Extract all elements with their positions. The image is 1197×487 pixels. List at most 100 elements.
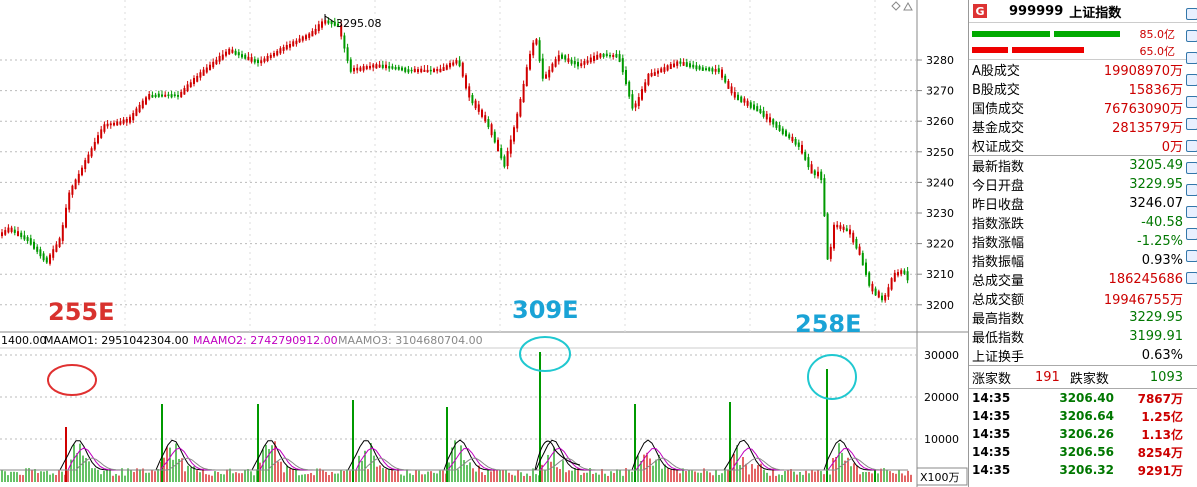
- candle-body: [791, 136, 794, 142]
- candle-body: [583, 61, 586, 65]
- candle-body: [186, 84, 189, 92]
- help-icon[interactable]: [1186, 184, 1197, 196]
- candle-body: [839, 225, 842, 229]
- candle-body: [541, 58, 544, 79]
- candle-body: [7, 227, 10, 233]
- candle-body: [807, 157, 810, 168]
- candle-body: [813, 170, 816, 176]
- tick-vol: 9291万: [1137, 463, 1183, 478]
- ma2-line: [0, 447, 908, 471]
- candle-body: [727, 81, 730, 89]
- candle-body: [417, 69, 419, 73]
- candle-body: [797, 142, 800, 147]
- tick-price: 3206.40: [1059, 391, 1114, 405]
- candle-body: [657, 70, 659, 74]
- candle-body: [346, 47, 349, 61]
- candle-body: [4, 230, 7, 235]
- candle-body: [833, 224, 835, 249]
- chart-canvas[interactable]: 3280 3270 3260 3250 3240 3230 3220 3210 3200 3000…: [0, 0, 968, 487]
- candle-body: [724, 75, 727, 83]
- tick-row[interactable]: 14:35 3206.26 1.13亿: [969, 425, 1197, 443]
- candle-body: [1, 232, 3, 237]
- candle-body: [650, 72, 653, 77]
- stat-value: 76763090万: [1103, 102, 1183, 117]
- candle-body: [77, 173, 80, 183]
- candle-body: [506, 151, 509, 167]
- candle-body: [52, 249, 55, 258]
- candle-body: [250, 57, 253, 62]
- tick-list[interactable]: 14:35 3206.40 7867万 14:35 3206.64 1.25亿 14:35 3…: [969, 389, 1197, 479]
- ma-legend-m1: MAAMO1: 2951042304.00: [44, 334, 189, 347]
- candle-body: [737, 94, 739, 101]
- tick-time: 14:35: [972, 409, 1011, 423]
- stat-label: 总成交额: [972, 293, 1025, 308]
- up-count: 191: [1035, 369, 1060, 385]
- tick-time: 14:35: [972, 463, 1011, 477]
- price-tick-label: 3260: [926, 115, 954, 128]
- index-row: 最新指数 3205.49: [969, 156, 1197, 175]
- candle-body: [721, 69, 723, 78]
- info-icon[interactable]: [1186, 96, 1197, 108]
- expand-icon[interactable]: [1186, 250, 1197, 262]
- tick-row[interactable]: 14:35 3206.56 8254万: [969, 443, 1197, 461]
- chart-icon[interactable]: [1186, 30, 1197, 42]
- index-code: 999999: [1009, 3, 1064, 19]
- index-row: 指数涨跌 -40.58: [969, 213, 1197, 232]
- green-bar: [972, 31, 1120, 37]
- stat-value: -40.58: [1141, 215, 1183, 230]
- candle-body: [106, 123, 109, 127]
- kline-chart[interactable]: 3280 3270 3260 3250 3240 3230 3220 3210 3200 3000…: [0, 0, 968, 487]
- settings-icon[interactable]: [1186, 162, 1197, 174]
- circle-258e: [807, 354, 857, 400]
- tick-price: 3206.56: [1059, 445, 1114, 459]
- tick-row[interactable]: 14:35 3206.64 1.25亿: [969, 407, 1197, 425]
- candle-body: [708, 67, 711, 71]
- scroll-icon[interactable]: [1186, 228, 1197, 240]
- fund-icon[interactable]: [1186, 140, 1197, 152]
- candle-body: [567, 58, 570, 62]
- price-tick-label: 3210: [926, 268, 954, 281]
- candle-body: [298, 38, 301, 43]
- index-row: 总成交量 186245686: [969, 270, 1197, 289]
- candle-body: [689, 63, 691, 68]
- side-toolbar: [1185, 0, 1197, 487]
- candle-body: [157, 93, 160, 97]
- news-icon[interactable]: [1186, 118, 1197, 130]
- candle-body: [401, 67, 403, 71]
- candle-body: [125, 118, 128, 123]
- candle-body: [529, 53, 531, 70]
- candle-body: [740, 96, 743, 103]
- candle-body: [509, 139, 512, 154]
- grid-icon[interactable]: [1186, 52, 1197, 64]
- candle-body: [762, 110, 765, 117]
- candle-body: [455, 60, 458, 64]
- candle-body: [625, 70, 627, 85]
- candle-body: [817, 171, 819, 177]
- candle-body: [481, 109, 483, 117]
- tick-row[interactable]: 14:35 3206.32 9291万: [969, 461, 1197, 479]
- turnover-row: A股成交 19908970万: [969, 60, 1197, 79]
- candle-body: [874, 288, 877, 296]
- candle-body: [321, 21, 323, 28]
- candle-body: [359, 67, 362, 71]
- candle-body: [237, 52, 240, 56]
- candle-body: [602, 53, 605, 57]
- index-row: 最低指数 3199.91: [969, 327, 1197, 346]
- stat-label: 最低指数: [972, 331, 1025, 346]
- tick-time: 14:35: [972, 391, 1011, 405]
- arrow-left-icon[interactable]: [1186, 272, 1197, 284]
- candle-body: [369, 65, 371, 69]
- candle-body: [554, 59, 557, 67]
- candle-body: [436, 68, 439, 72]
- close-icon[interactable]: [1186, 8, 1197, 20]
- list-icon[interactable]: [1186, 74, 1197, 86]
- candle-body: [465, 75, 467, 89]
- candle-body: [135, 108, 138, 116]
- candle-body: [221, 54, 224, 60]
- tick-row[interactable]: 14:35 3206.40 7867万: [969, 389, 1197, 407]
- candle-body: [381, 64, 384, 68]
- candle-body: [516, 113, 519, 129]
- candle-body: [561, 54, 563, 59]
- candle-body: [577, 61, 579, 67]
- more-icon[interactable]: [1186, 206, 1197, 218]
